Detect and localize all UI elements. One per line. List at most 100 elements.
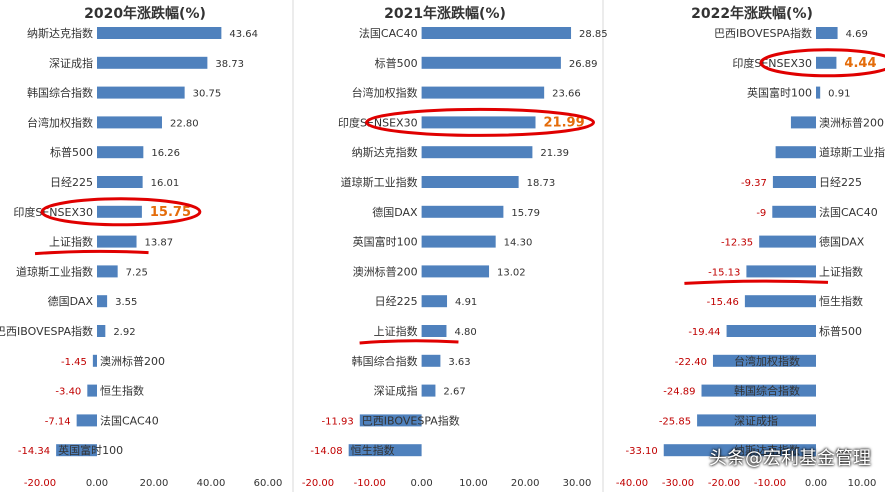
- data-label: 13.87: [145, 238, 174, 249]
- bar: [726, 325, 816, 337]
- category-label: 印度SENSEX30: [338, 115, 418, 129]
- data-label: 38.73: [215, 59, 244, 70]
- bar: [421, 116, 536, 129]
- x-tick-label: 30.00: [563, 478, 592, 489]
- category-label: 道琼斯工业指数: [819, 145, 885, 159]
- data-label: 26.89: [569, 59, 598, 70]
- data-label: 3.63: [448, 357, 470, 368]
- bar: [348, 444, 422, 457]
- category-label: 上证指数: [49, 235, 93, 249]
- bar: [359, 414, 422, 427]
- data-label: 30.75: [193, 89, 222, 100]
- data-label: 21.99: [544, 115, 585, 130]
- underline-mark: [34, 249, 149, 256]
- x-tick-label: -10.00: [354, 478, 386, 489]
- category-label: 英国富时100: [747, 86, 812, 100]
- data-label: 28.85: [579, 29, 608, 40]
- bar: [97, 265, 118, 278]
- bar: [76, 414, 97, 427]
- category-label: 台湾加权指数: [352, 86, 418, 100]
- category-label: 韩国综合指数: [352, 354, 418, 368]
- category-label: 韩国综合指数: [734, 384, 800, 398]
- data-label: 15.79: [511, 208, 540, 219]
- data-label: -12.35: [721, 238, 753, 249]
- category-label: 台湾加权指数: [27, 115, 93, 129]
- category-label: 纳斯达克指数: [27, 26, 93, 40]
- category-label: 标普500: [50, 145, 93, 159]
- data-label: 0.91: [828, 89, 850, 100]
- data-label: 21.39: [540, 148, 569, 159]
- category-label: 纳斯达克指数: [352, 145, 418, 159]
- bar: [701, 384, 816, 397]
- category-label: 英国富时100: [58, 443, 123, 457]
- data-label: -25.85: [659, 416, 691, 427]
- data-label: 18.73: [527, 178, 556, 189]
- bar: [772, 176, 816, 188]
- x-tick-label: 20.00: [511, 478, 540, 489]
- data-label: 4.80: [454, 327, 476, 338]
- data-label: 3.55: [115, 297, 137, 308]
- bar: [421, 265, 490, 278]
- category-label: 印度SENSEX30: [732, 56, 812, 70]
- chart-panel-2: 2021年涨跌幅(%) 28.85 法国CAC40 26.89 标普500 23.66 台湾…: [302, 5, 608, 489]
- underline-mark: [684, 279, 829, 285]
- bar: [421, 384, 436, 397]
- data-label: 15.75: [150, 205, 191, 220]
- bar: [92, 354, 97, 367]
- data-label: -15.13: [708, 267, 740, 278]
- watermark: 头条@宏利基金管理: [709, 448, 871, 469]
- data-label: -7.14: [45, 416, 71, 427]
- bar: [97, 176, 143, 188]
- category-label: 深证成指: [374, 384, 418, 398]
- data-label: -3.40: [55, 387, 81, 398]
- bar: [772, 205, 816, 218]
- data-label: -14.34: [18, 446, 50, 457]
- bar: [421, 86, 545, 99]
- bar: [421, 354, 441, 367]
- bar: [421, 205, 504, 218]
- x-tick-label: -40.00: [616, 478, 648, 489]
- category-label: 日经225: [50, 176, 93, 189]
- x-tick-label: -30.00: [662, 478, 694, 489]
- category-label: 纳斯达克指数: [734, 443, 800, 457]
- bar: [421, 235, 496, 248]
- highlight-ellipse: [40, 197, 202, 227]
- data-label: -11.93: [322, 416, 354, 427]
- bar: [712, 354, 816, 367]
- category-label: 德国DAX: [48, 294, 94, 308]
- x-tick-label: 40.00: [197, 478, 226, 489]
- data-label: -24.89: [663, 387, 695, 398]
- chart-title: 2021年涨跌幅(%): [384, 5, 506, 22]
- underline-mark: [359, 339, 459, 345]
- category-label: 道琼斯工业指数: [341, 175, 418, 189]
- category-label: 巴西IBOVESPA指数: [714, 26, 812, 40]
- chart-title: 2020年涨跌幅(%): [84, 5, 206, 22]
- x-tick-label: 10.00: [459, 478, 488, 489]
- x-tick-label: 0.00: [805, 478, 827, 489]
- category-label: 恒生指数: [819, 294, 863, 308]
- category-label: 日经225: [375, 295, 418, 308]
- x-tick-label: 0.00: [86, 478, 108, 489]
- bar: [97, 146, 144, 159]
- category-label: 恒生指数: [100, 384, 144, 398]
- bar: [421, 56, 561, 69]
- category-label: 巴西IBOVESPA指数: [362, 413, 460, 427]
- chart-panel-1: 2020年涨跌幅(%) 43.64 纳斯达克指数 38.73 深证成指 30.75 韩国综合…: [0, 5, 282, 489]
- bar: [97, 325, 106, 337]
- chart-panel-3: 2022年涨跌幅(%) 4.69 巴西IBOVESPA指数 4.44 印度SENSEX3…: [616, 5, 885, 489]
- highlight-ellipse: [759, 48, 885, 78]
- category-label: 韩国综合指数: [27, 86, 93, 100]
- bar: [746, 265, 816, 278]
- data-label: -9: [756, 208, 766, 219]
- data-label: 14.30: [504, 238, 533, 249]
- data-label: 2.92: [113, 327, 135, 338]
- category-label: 英国富时100: [353, 235, 418, 249]
- bar: [421, 325, 447, 337]
- data-label: 4.69: [846, 29, 868, 40]
- data-label: 43.64: [229, 29, 258, 40]
- bar: [97, 56, 208, 69]
- highlight-ellipse: [365, 107, 596, 137]
- data-label: 16.26: [151, 148, 180, 159]
- x-tick-label: -20.00: [302, 478, 334, 489]
- bar: [421, 176, 519, 188]
